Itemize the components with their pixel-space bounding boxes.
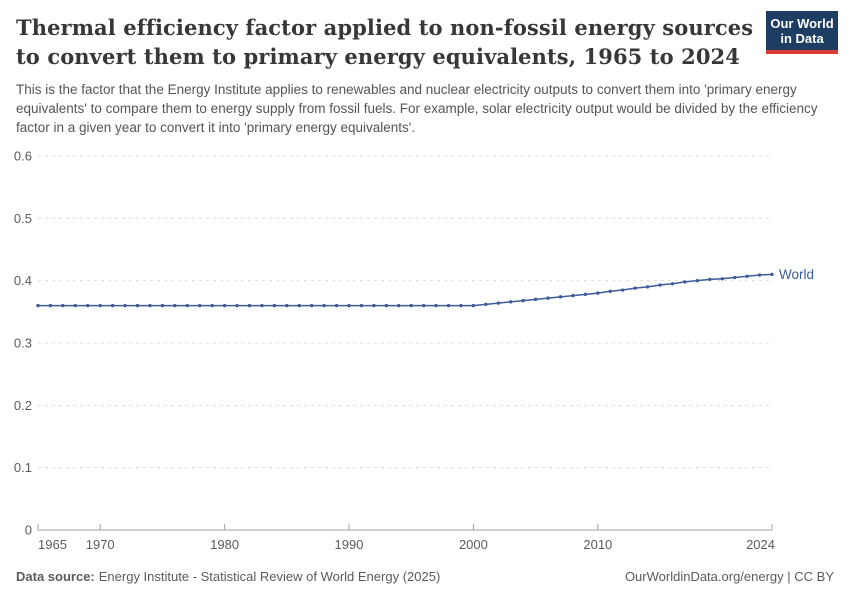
data-point[interactable] — [509, 300, 513, 304]
data-point[interactable] — [670, 282, 675, 286]
data-point[interactable] — [633, 286, 637, 290]
x-tick-label: 1990 — [335, 537, 364, 552]
chart-footer: Data source: Energy Institute - Statistic… — [16, 568, 834, 585]
x-tick-label: 2010 — [583, 537, 612, 552]
y-tick-label: 0.4 — [14, 273, 32, 288]
data-point[interactable] — [135, 303, 140, 308]
data-point[interactable] — [571, 293, 575, 298]
x-tick-label: 1980 — [210, 537, 239, 552]
data-point[interactable] — [409, 303, 413, 308]
y-tick-label: 0 — [25, 523, 32, 538]
data-point[interactable] — [558, 295, 563, 299]
data-point[interactable] — [372, 303, 376, 308]
data-point[interactable] — [421, 303, 426, 308]
data-point[interactable] — [683, 280, 687, 284]
data-point[interactable] — [757, 273, 762, 277]
data-point[interactable] — [260, 303, 264, 308]
data-point[interactable] — [658, 283, 662, 287]
data-point[interactable] — [334, 303, 339, 308]
data-point[interactable] — [61, 303, 65, 308]
data-point[interactable] — [745, 274, 749, 279]
y-tick-label: 0.3 — [14, 336, 32, 351]
data-point[interactable] — [98, 303, 102, 308]
data-point[interactable] — [322, 303, 326, 308]
x-axis-labels: 1965 1970 1980 1990 2000 2010 2024 — [38, 537, 775, 552]
data-point[interactable] — [608, 289, 612, 293]
y-tick-label: 0.5 — [14, 211, 32, 226]
data-point[interactable] — [533, 297, 538, 302]
chart-title: Thermal efficiency factor applied to non… — [16, 13, 753, 71]
x-tick-label: 1965 — [38, 537, 67, 552]
x-tick-label: 1970 — [86, 537, 115, 552]
data-point[interactable] — [247, 303, 252, 308]
data-point[interactable] — [446, 303, 451, 308]
data-point[interactable] — [48, 303, 53, 308]
data-point[interactable] — [397, 303, 401, 308]
data-point[interactable] — [285, 303, 289, 308]
data-point[interactable] — [309, 303, 314, 308]
x-axis — [37, 524, 773, 531]
series-label-world[interactable]: World — [779, 267, 814, 282]
data-point[interactable] — [185, 303, 189, 308]
data-point[interactable] — [297, 303, 301, 308]
data-source-note: Data source: Energy Institute - Statistic… — [16, 568, 440, 585]
owid-logo[interactable]: Our World in Data — [766, 11, 838, 54]
chart-title-line-1: Thermal efficiency factor applied to non… — [16, 15, 754, 40]
y-axis-labels: 0 0.1 0.2 0.3 0.4 0.5 0.6 — [14, 149, 32, 538]
data-point[interactable] — [459, 303, 463, 308]
data-point[interactable] — [496, 301, 501, 305]
data-point[interactable] — [222, 303, 227, 308]
owid-logo-line-1: Our World — [770, 16, 834, 31]
data-point[interactable] — [471, 303, 476, 308]
chart-title-line-2: to convert them to primary energy equiva… — [16, 44, 740, 69]
data-point[interactable] — [123, 303, 127, 308]
y-tick-label: 0.6 — [14, 149, 32, 164]
data-point[interactable] — [596, 291, 600, 295]
data-point[interactable] — [110, 303, 115, 308]
data-point[interactable] — [210, 303, 214, 308]
data-point[interactable] — [272, 303, 277, 308]
data-point[interactable] — [73, 303, 78, 308]
x-tick-label: 2024 — [746, 537, 775, 552]
data-point[interactable] — [695, 278, 700, 283]
data-point[interactable] — [770, 272, 774, 277]
data-point[interactable] — [708, 277, 712, 282]
series-line-world[interactable] — [38, 273, 773, 307]
data-point[interactable] — [434, 303, 438, 308]
y-tick-label: 0.2 — [14, 398, 32, 413]
x-tick-label: 2000 — [459, 537, 488, 552]
data-source-label: Data source: — [16, 569, 95, 584]
y-gridlines — [38, 155, 772, 469]
series-markers-world[interactable] — [36, 272, 774, 308]
y-tick-label: 0.1 — [14, 460, 32, 475]
data-point[interactable] — [583, 292, 588, 297]
data-point[interactable] — [36, 303, 40, 308]
data-point[interactable] — [645, 285, 650, 289]
chart-subtitle: This is the factor that the Energy Insti… — [16, 82, 818, 135]
data-point[interactable] — [621, 288, 625, 292]
data-point[interactable] — [160, 303, 165, 308]
owid-logo-text: Our World in Data — [766, 11, 838, 50]
data-point[interactable] — [720, 277, 724, 281]
data-point[interactable] — [484, 302, 488, 307]
data-point[interactable] — [384, 303, 389, 308]
data-point[interactable] — [359, 303, 364, 308]
data-point[interactable] — [546, 296, 550, 300]
data-point[interactable] — [732, 275, 737, 280]
owid-logo-red-bar — [766, 50, 838, 54]
data-source-text: Energy Institute - Statistical Review of… — [98, 569, 441, 584]
data-point[interactable] — [148, 303, 152, 308]
data-point[interactable] — [173, 303, 177, 308]
data-point[interactable] — [86, 303, 90, 308]
owid-logo-line-2: in Data — [780, 31, 824, 46]
data-point[interactable] — [347, 303, 351, 308]
data-point[interactable] — [198, 303, 202, 308]
data-point[interactable] — [521, 298, 525, 303]
owid-license-link[interactable]: OurWorldinData.org/energy | CC BY — [624, 569, 834, 584]
data-point[interactable] — [235, 303, 239, 308]
